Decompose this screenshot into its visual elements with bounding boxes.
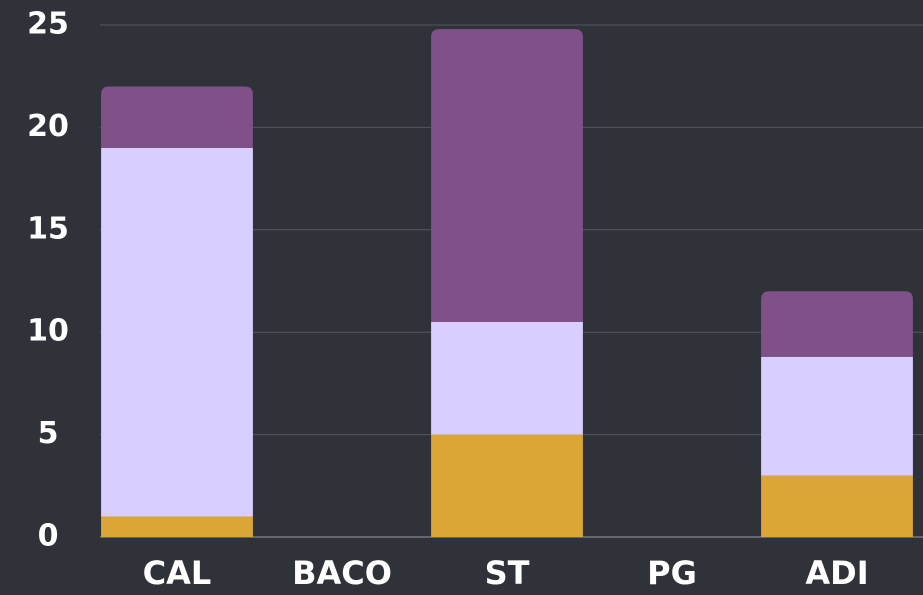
x-tick-label: ADI: [805, 554, 868, 592]
bar-segment: [101, 86, 253, 148]
bar-segment: [761, 475, 913, 537]
bar-segment: [101, 516, 253, 537]
y-tick-label: 20: [27, 109, 69, 144]
y-tick-label: 0: [38, 519, 59, 554]
bar-segment: [431, 321, 583, 435]
bar-segment: [761, 291, 913, 357]
x-tick-label: PG: [647, 554, 697, 592]
bar-segment: [431, 29, 583, 322]
x-tick-label: CAL: [143, 554, 212, 592]
x-tick-label: BACO: [292, 554, 392, 592]
bar-segment: [761, 356, 913, 476]
bar-segment: [101, 147, 253, 517]
y-tick-label: 25: [27, 7, 69, 42]
y-tick-label: 15: [27, 211, 69, 246]
x-tick-label: ST: [485, 554, 530, 592]
bar-segment: [431, 434, 583, 537]
y-tick-label: 5: [38, 416, 59, 451]
y-tick-label: 10: [27, 314, 69, 349]
